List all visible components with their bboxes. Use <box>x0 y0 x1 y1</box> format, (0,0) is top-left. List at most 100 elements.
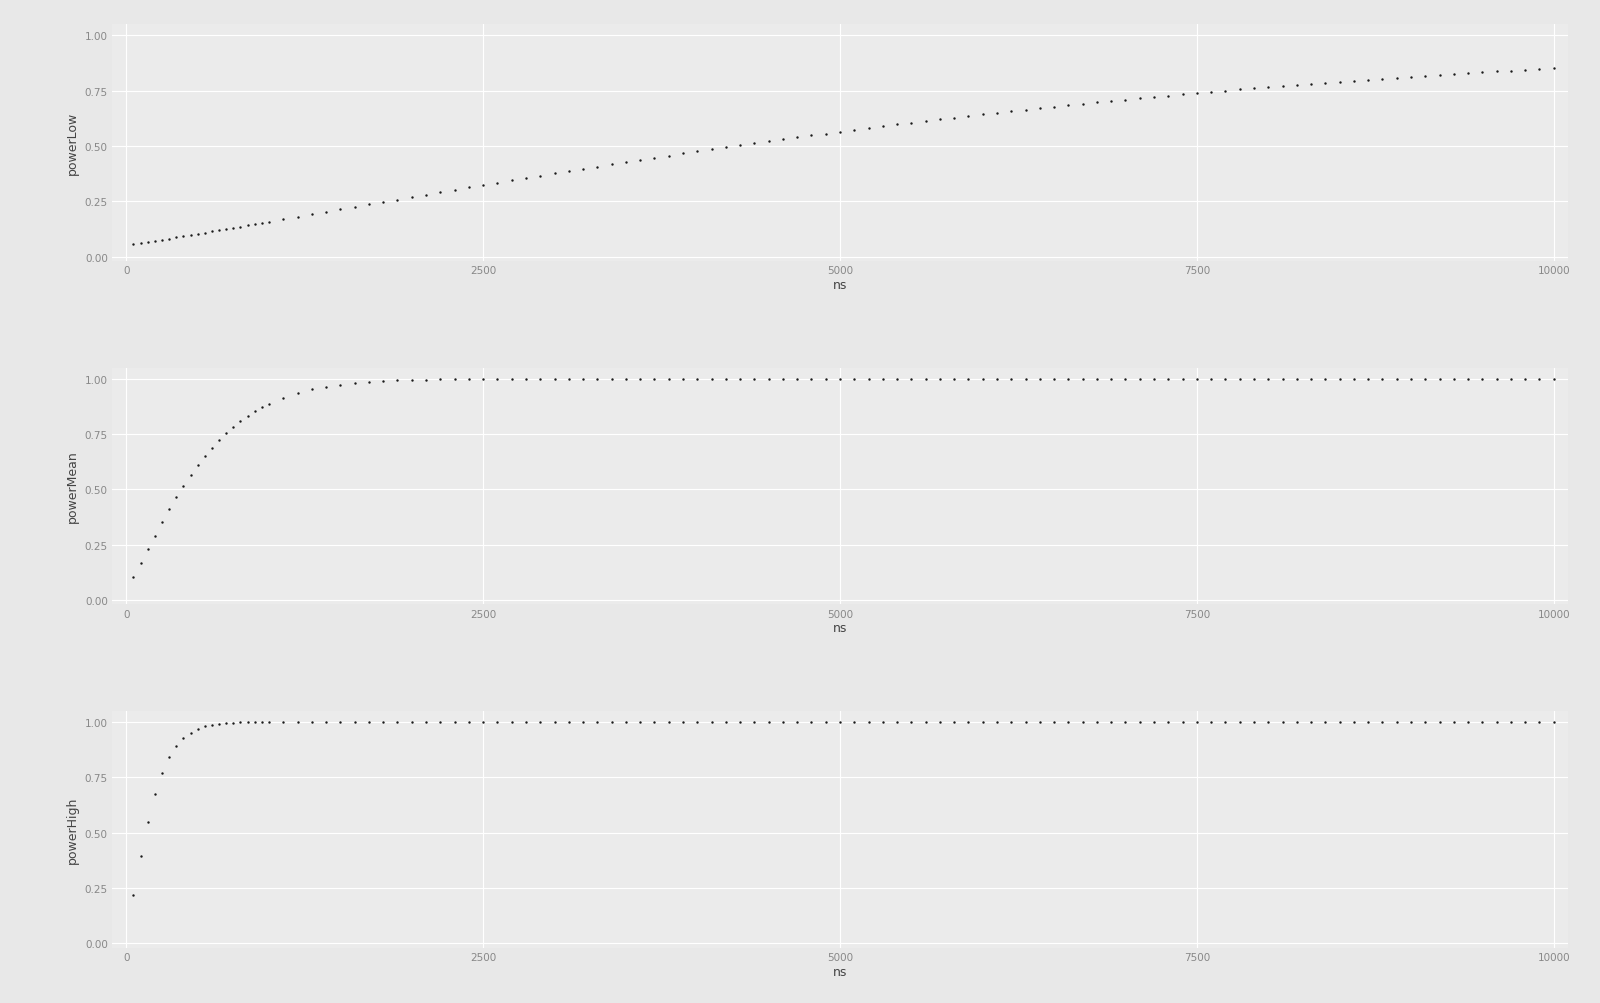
Point <box>842 371 867 387</box>
Point <box>1141 90 1166 106</box>
Point <box>1027 101 1053 117</box>
Point <box>328 377 354 393</box>
Point <box>1099 371 1125 387</box>
Point <box>1256 80 1282 96</box>
Point <box>186 721 211 737</box>
Point <box>941 371 966 387</box>
Point <box>870 714 896 730</box>
Point <box>827 124 853 140</box>
Point <box>1085 371 1110 387</box>
Point <box>314 205 339 221</box>
Point <box>856 371 882 387</box>
Point <box>870 371 896 387</box>
Point <box>998 714 1024 730</box>
Point <box>235 408 261 424</box>
Point <box>1526 62 1552 78</box>
Point <box>627 371 653 387</box>
Point <box>1027 371 1053 387</box>
Point <box>584 371 610 387</box>
Point <box>235 218 261 234</box>
Point <box>342 200 368 216</box>
Point <box>227 413 253 429</box>
Point <box>456 181 482 197</box>
Point <box>926 112 952 128</box>
X-axis label: ns: ns <box>834 965 846 978</box>
Point <box>970 371 995 387</box>
Point <box>163 230 189 246</box>
Point <box>885 371 910 387</box>
Point <box>770 132 795 148</box>
Point <box>1469 371 1494 387</box>
Point <box>656 714 682 730</box>
Point <box>656 148 682 164</box>
Point <box>1456 371 1482 387</box>
Point <box>584 714 610 730</box>
Point <box>285 210 310 226</box>
Point <box>1213 83 1238 99</box>
Point <box>1242 81 1267 97</box>
Point <box>955 109 981 125</box>
Point <box>384 193 410 209</box>
Point <box>885 117 910 133</box>
Point <box>357 714 382 730</box>
Point <box>163 489 189 506</box>
Point <box>1256 714 1282 730</box>
Point <box>899 714 925 730</box>
Point <box>728 371 754 387</box>
Point <box>914 114 939 130</box>
Point <box>670 714 696 730</box>
Point <box>1042 371 1067 387</box>
Point <box>1112 714 1138 730</box>
Point <box>1126 371 1152 387</box>
Point <box>142 786 168 802</box>
Point <box>328 714 354 730</box>
Point <box>178 467 203 483</box>
Point <box>755 714 781 730</box>
Point <box>984 371 1010 387</box>
Point <box>213 222 238 238</box>
Point <box>427 372 453 388</box>
Point <box>128 849 154 865</box>
Point <box>926 714 952 730</box>
Point <box>1013 102 1038 118</box>
Point <box>870 119 896 135</box>
Point <box>1512 371 1538 387</box>
Point <box>1398 69 1424 85</box>
Point <box>642 150 667 166</box>
Point <box>270 212 296 228</box>
Point <box>371 373 397 389</box>
Point <box>1312 75 1338 91</box>
Point <box>299 382 325 398</box>
Point <box>1042 714 1067 730</box>
Point <box>213 425 238 441</box>
Point <box>827 371 853 387</box>
Point <box>784 371 810 387</box>
Point <box>227 220 253 236</box>
Point <box>1370 371 1395 387</box>
Point <box>1198 714 1224 730</box>
Point <box>270 390 296 406</box>
Point <box>134 542 160 558</box>
Point <box>528 371 554 387</box>
Point <box>227 715 253 731</box>
Point <box>192 226 218 242</box>
Point <box>413 714 438 730</box>
Point <box>192 719 218 735</box>
Point <box>242 217 267 233</box>
Point <box>856 120 882 136</box>
Point <box>499 714 525 730</box>
Point <box>256 396 282 412</box>
Point <box>1227 82 1253 98</box>
Point <box>206 716 232 732</box>
Point <box>1298 76 1323 92</box>
Point <box>899 115 925 131</box>
Point <box>357 198 382 214</box>
Point <box>1155 371 1181 387</box>
Point <box>570 161 595 178</box>
Point <box>1070 371 1096 387</box>
Y-axis label: powerLow: powerLow <box>66 111 78 175</box>
Point <box>1283 78 1309 94</box>
Point <box>627 152 653 169</box>
Point <box>1384 70 1410 86</box>
Point <box>1326 714 1352 730</box>
